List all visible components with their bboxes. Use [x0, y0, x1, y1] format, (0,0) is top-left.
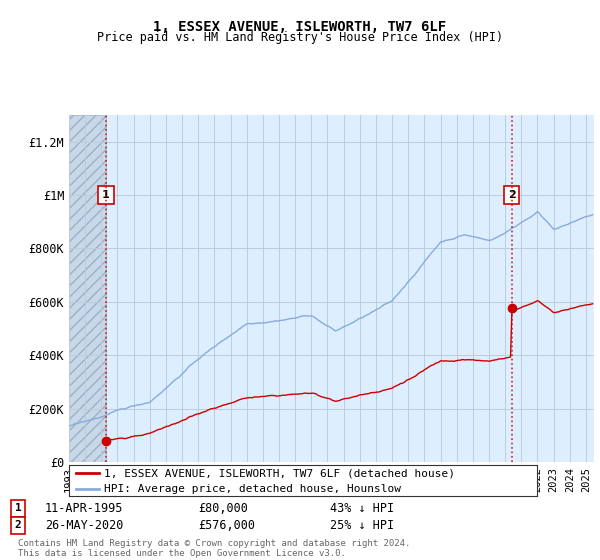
Text: 2: 2	[14, 520, 22, 530]
Text: Contains HM Land Registry data © Crown copyright and database right 2024.
This d: Contains HM Land Registry data © Crown c…	[18, 539, 410, 558]
Bar	[69, 115, 106, 462]
Text: £576,000: £576,000	[198, 519, 255, 532]
Text: 25% ↓ HPI: 25% ↓ HPI	[330, 519, 394, 532]
Text: 1, ESSEX AVENUE, ISLEWORTH, TW7 6LF: 1, ESSEX AVENUE, ISLEWORTH, TW7 6LF	[154, 20, 446, 34]
Text: 1: 1	[102, 190, 110, 200]
Text: 43% ↓ HPI: 43% ↓ HPI	[330, 502, 394, 515]
Text: Price paid vs. HM Land Registry's House Price Index (HPI): Price paid vs. HM Land Registry's House …	[97, 31, 503, 44]
Text: 11-APR-1995: 11-APR-1995	[45, 502, 124, 515]
Text: 1: 1	[14, 503, 22, 514]
Text: HPI: Average price, detached house, Hounslow: HPI: Average price, detached house, Houn…	[104, 484, 401, 494]
Text: 2: 2	[508, 190, 515, 200]
Text: £80,000: £80,000	[198, 502, 248, 515]
Text: 26-MAY-2020: 26-MAY-2020	[45, 519, 124, 532]
Text: 1, ESSEX AVENUE, ISLEWORTH, TW7 6LF (detached house): 1, ESSEX AVENUE, ISLEWORTH, TW7 6LF (det…	[104, 468, 455, 478]
